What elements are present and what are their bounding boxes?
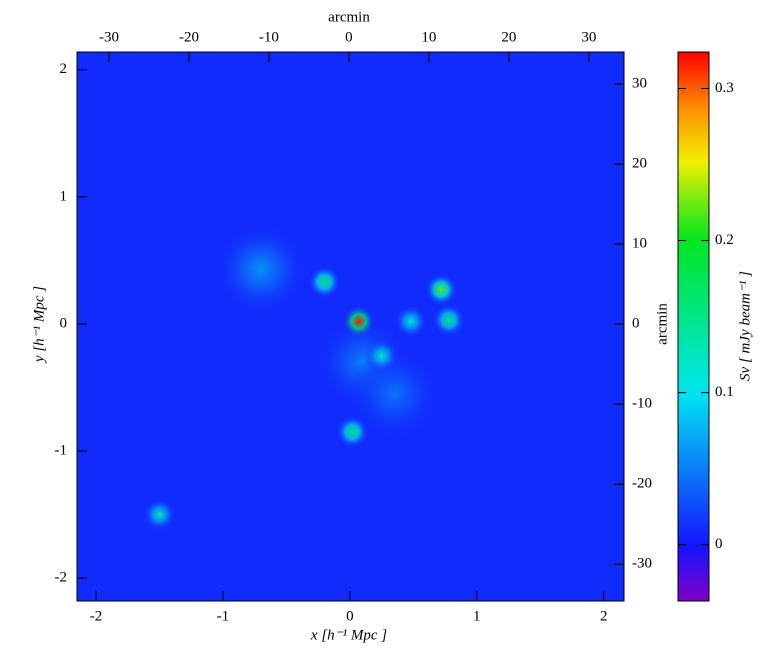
x2-tick-label: 30	[581, 29, 596, 45]
source	[394, 305, 427, 338]
y-tick-label: -2	[55, 570, 68, 586]
plot-frame	[76, 51, 625, 602]
x2-tick-label: -20	[179, 29, 199, 45]
source	[342, 305, 375, 338]
colorbar-tick-label: 0.3	[715, 80, 734, 96]
x2-label: arcmin	[328, 9, 370, 25]
source	[143, 498, 176, 531]
x2-tick-label: 10	[421, 29, 436, 45]
colorbar-tick-label: 0.1	[715, 384, 734, 400]
colorbar-tick-label: 0	[715, 536, 723, 552]
y-label: y [h⁻¹ Mpc ]	[31, 286, 47, 364]
image	[77, 52, 624, 601]
y2-tick-label: 30	[632, 75, 647, 91]
x2-tick-label: -10	[259, 29, 279, 45]
source	[216, 224, 307, 315]
y2-tick-label: 10	[632, 236, 647, 252]
x-label: x [h⁻¹ Mpc ]	[310, 627, 387, 643]
source	[349, 348, 440, 439]
source	[308, 266, 341, 299]
colorbar-label: Sν [ mJy beam⁻¹ ]	[737, 271, 753, 381]
source	[432, 304, 465, 337]
x-tick-label: 2	[600, 608, 608, 624]
source	[365, 339, 398, 372]
x-tick-label: -1	[217, 608, 230, 624]
x2-tick-label: -30	[99, 29, 119, 45]
x2-tick-label: 20	[501, 29, 516, 45]
y2-label: arcmin	[654, 303, 670, 345]
x-tick-label: 0	[346, 608, 354, 624]
y-tick-label: 0	[60, 315, 68, 331]
y-tick-label: -1	[55, 442, 68, 458]
y2-tick-label: 0	[632, 316, 640, 332]
y-tick-label: 2	[60, 61, 68, 77]
y2-tick-label: -20	[632, 476, 652, 492]
x2-tick-label: 0	[345, 29, 353, 45]
y2-tick-label: -30	[632, 556, 652, 572]
y2-tick-label: 20	[632, 155, 647, 171]
colorbar	[677, 51, 710, 602]
y-tick-label: 1	[60, 188, 68, 204]
y2-tick-label: -10	[632, 396, 652, 412]
x-tick-label: -2	[90, 608, 103, 624]
x-tick-label: 1	[473, 608, 481, 624]
colorbar-tick-label: 0.2	[715, 232, 734, 248]
source	[336, 415, 369, 448]
source	[425, 273, 458, 306]
